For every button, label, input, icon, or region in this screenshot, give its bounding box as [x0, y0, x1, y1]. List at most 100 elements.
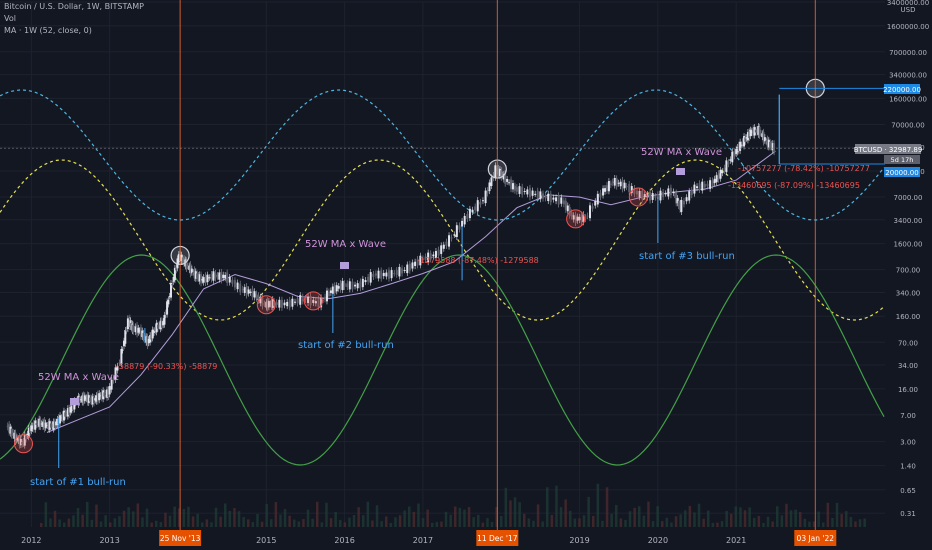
candle-body	[294, 301, 296, 303]
candle-body	[416, 259, 419, 266]
candle-body	[327, 291, 330, 297]
candle-body	[322, 300, 325, 302]
candle-body	[740, 144, 743, 146]
volume-bar	[541, 521, 544, 527]
candle-body	[95, 395, 98, 402]
candle-body	[484, 190, 487, 204]
volume-indicator-label[interactable]: Vol	[4, 14, 16, 23]
current-price-tag: BTCUSD · 32987.89 5d 17h	[854, 144, 923, 164]
candle-body	[401, 268, 404, 274]
volume-bar	[587, 496, 590, 527]
volume-bar	[716, 522, 719, 527]
volume-bar	[306, 509, 310, 527]
volume-bar	[826, 502, 830, 527]
volume-bar	[150, 522, 153, 527]
candle-body	[79, 399, 82, 401]
candle-body	[713, 178, 716, 184]
candle-body	[99, 395, 102, 397]
volume-bar	[739, 507, 742, 527]
volume-bar	[251, 522, 255, 527]
volume-bar	[352, 514, 356, 527]
volume-bar	[81, 514, 84, 527]
volume-bar	[780, 515, 784, 527]
low-price-tag: 20000.00	[884, 167, 920, 177]
candle-body	[83, 395, 86, 401]
candle-body	[536, 190, 539, 199]
candle-body	[617, 182, 620, 184]
candle-body	[765, 140, 768, 142]
volume-bar	[651, 521, 655, 527]
candle-body	[65, 413, 68, 415]
cycle-bottom-circle	[303, 291, 323, 311]
volume-bar	[458, 507, 462, 527]
candle-body	[643, 194, 646, 197]
candle-body	[192, 272, 195, 274]
drawdown-label-3a: -10757277 (-78.42%) -10757277	[738, 164, 870, 173]
cycle-bottom-circle	[628, 187, 648, 207]
cycle-bottom-circle	[256, 295, 276, 315]
candle-body	[146, 336, 149, 347]
candle-body	[90, 397, 93, 403]
volume-bar	[518, 502, 521, 527]
candle-body	[481, 200, 484, 202]
volume-bar	[693, 512, 696, 527]
volume-bar	[789, 510, 793, 527]
candle-body	[333, 285, 336, 294]
candle-body	[271, 299, 274, 308]
candle-body	[685, 197, 688, 202]
candle-body	[156, 324, 159, 329]
candle-body	[560, 197, 563, 204]
candle-body	[98, 393, 101, 401]
volume-bar	[283, 509, 287, 527]
volume-bar	[771, 521, 774, 527]
volume-bar	[794, 509, 797, 527]
volume-bar	[371, 520, 374, 527]
candle-body	[42, 421, 45, 427]
candle-body	[186, 265, 189, 267]
candle-body	[19, 438, 22, 446]
candle-body	[466, 214, 469, 220]
cycle-markers	[13, 78, 825, 454]
candle-body	[494, 165, 497, 178]
candle-body	[445, 241, 448, 246]
x-tick-label: 2015	[256, 536, 276, 545]
candle-body	[377, 270, 380, 279]
volume-bar	[260, 521, 264, 527]
svg-text:BTCUSD · 32987.89: BTCUSD · 32987.89	[854, 146, 923, 154]
candle-body	[602, 188, 605, 196]
y-tick-label: 700.00	[896, 267, 921, 275]
x-tick-label: 2021	[726, 536, 746, 545]
candle-body	[675, 192, 678, 204]
candle-body	[715, 175, 718, 183]
volume-bar	[849, 516, 853, 527]
candle-body	[698, 183, 701, 191]
volume-bar	[504, 487, 508, 527]
x-tick-label: 2020	[648, 536, 668, 545]
candle-body	[744, 137, 747, 142]
volume-bar	[440, 521, 443, 527]
volume-bar	[799, 512, 802, 527]
candle-body	[429, 253, 432, 260]
volume-bar	[803, 518, 807, 527]
candle-body	[29, 427, 32, 434]
ma-indicator-label[interactable]: MA · 1W (52, close, 0)	[4, 26, 92, 35]
svg-text:5d 17h: 5d 17h	[891, 156, 914, 164]
candle-body	[711, 180, 714, 186]
volume-bar	[72, 515, 75, 527]
symbol-title[interactable]: Bitcoin / U.S. Dollar, 1W, BITSTAMP	[4, 2, 144, 11]
candle-body	[61, 414, 64, 420]
candle-body	[56, 419, 59, 426]
candle-body	[474, 206, 477, 211]
candle-body	[343, 283, 346, 287]
candle-body	[672, 191, 675, 194]
volume-bar	[67, 518, 71, 527]
candle-body	[103, 392, 106, 397]
candle-body	[218, 272, 221, 280]
volume-bar	[196, 513, 199, 527]
candle-body	[278, 299, 281, 308]
volume-bar	[343, 522, 347, 527]
volume-bar	[743, 510, 747, 527]
volume-bar	[463, 509, 466, 527]
candle-body	[604, 188, 607, 192]
